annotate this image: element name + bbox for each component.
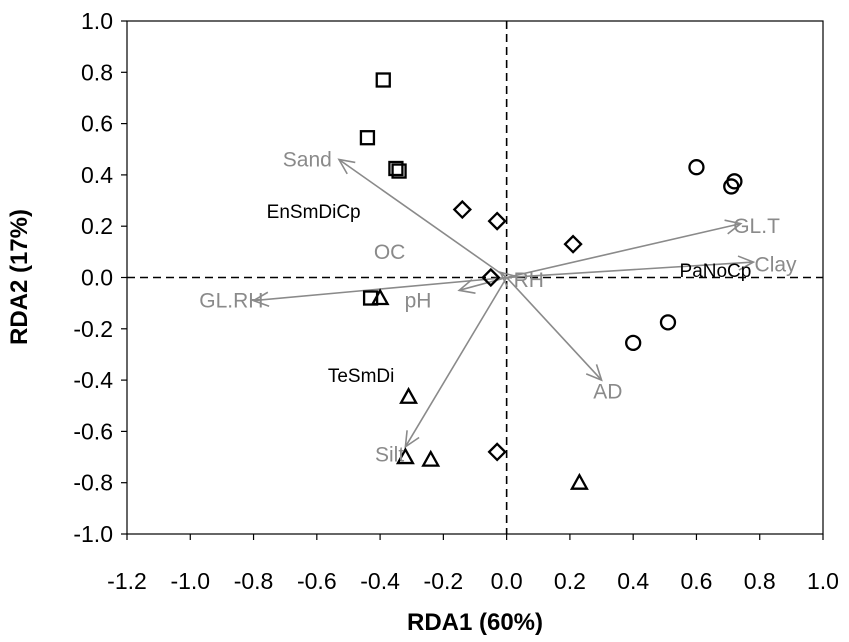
square-point — [391, 163, 407, 179]
x-tick-label: -1.0 — [170, 568, 210, 594]
vector-label-oc: OC — [374, 241, 406, 264]
vector-silt — [404, 277, 508, 448]
square-point — [388, 160, 404, 177]
x-tick-label: -0.8 — [234, 568, 274, 594]
vector-silt-arrowhead — [404, 430, 420, 449]
vector-sand-arrowhead — [337, 158, 356, 175]
vector-sand — [338, 158, 508, 279]
group-label-ensmdicp: EnSmDiCp — [267, 202, 361, 223]
y-axis-title: RDA2 (17%) — [6, 209, 33, 345]
y-tick-label: 0.6 — [81, 111, 113, 137]
y-tick-label: -0.2 — [73, 316, 113, 342]
diamond-point — [487, 442, 507, 462]
x-tick-label: 0.6 — [680, 568, 712, 594]
x-tick-label: 0.4 — [617, 568, 649, 594]
vector-label-rh: RH — [514, 269, 544, 292]
diamond-point — [452, 199, 472, 220]
x-axis-ticks: -1.2 -1.0 -0.8 -0.6 -0.4 -0.2 0.0 0.2 0.4 0.6 0.8 1… — [107, 534, 839, 594]
y-axis-ticks: 1.0 0.8 0.6 0.4 0.2 0.0 -0.2 -0.4 -0.6 -0.8 -1.0 — [73, 8, 127, 547]
circle-point — [659, 314, 677, 331]
y-tick-label: 0.8 — [81, 59, 113, 85]
annotation-labels: Sand GL.RH pH Silt AD GL.T Clay OC RH EnSmDiCp PaN… — [199, 149, 797, 467]
y-tick-label: 1.0 — [81, 8, 113, 34]
x-tick-label: -1.2 — [107, 568, 147, 594]
vector-label-gl-rh: GL.RH — [199, 290, 263, 313]
vector-label-ph: pH — [405, 290, 432, 313]
square-point — [359, 130, 376, 146]
circle-point — [688, 159, 705, 176]
vector-label-ad: AD — [593, 381, 622, 404]
group-label-panocp: PaNoCp — [680, 261, 752, 282]
circle-point — [723, 178, 740, 195]
triangle-point — [370, 288, 390, 306]
vector-label-silt: Silt — [375, 443, 404, 466]
vector-clay-arrowhead — [737, 255, 756, 271]
vector-label-sand: Sand — [283, 149, 332, 172]
x-tick-label: 0.8 — [744, 568, 776, 594]
diamond-point — [563, 234, 583, 254]
square-point — [375, 72, 391, 88]
y-tick-label: -0.6 — [73, 418, 113, 444]
group-label-tesmdi: TeSmDi — [328, 366, 395, 387]
diamond-point — [481, 267, 501, 288]
x-axis-title: RDA1 (60%) — [407, 609, 543, 636]
triangle-point — [399, 386, 419, 404]
vector-gl-t — [506, 222, 741, 279]
y-tick-label: 0.4 — [81, 162, 113, 188]
data-points — [359, 72, 743, 490]
triangle-point — [569, 472, 589, 490]
triangle-point — [421, 449, 441, 467]
x-tick-label: -0.6 — [297, 568, 337, 594]
reference-lines — [127, 21, 823, 534]
vector-ad — [506, 276, 603, 381]
vector-gl-rh-arrowhead — [251, 291, 270, 307]
diamond-point — [487, 211, 507, 231]
y-tick-label: 0.0 — [81, 265, 113, 291]
x-tick-label: -0.4 — [360, 568, 400, 594]
x-tick-label: 1.0 — [807, 568, 839, 594]
vector-ad-arrowhead — [585, 364, 603, 382]
circle-point — [625, 334, 642, 352]
vector-label-gl-t: GL.T — [733, 215, 780, 238]
x-tick-label: -0.2 — [424, 568, 464, 594]
vector-ph-arrowhead — [457, 279, 476, 294]
y-tick-label: -0.8 — [73, 470, 113, 496]
vector-label-clay: Clay — [755, 254, 798, 277]
x-tick-label: 0.0 — [491, 568, 523, 594]
vector-oc-arrowhead — [498, 271, 517, 288]
x-tick-label: 0.2 — [554, 568, 586, 594]
y-tick-label: -0.4 — [73, 367, 113, 393]
y-tick-label: 0.2 — [81, 213, 113, 239]
vector-ph — [458, 276, 507, 292]
vector-gl-t-arrowhead — [724, 219, 743, 235]
triangle-point — [395, 447, 415, 465]
vector-clay — [506, 261, 754, 279]
y-tick-label: -1.0 — [73, 521, 113, 547]
